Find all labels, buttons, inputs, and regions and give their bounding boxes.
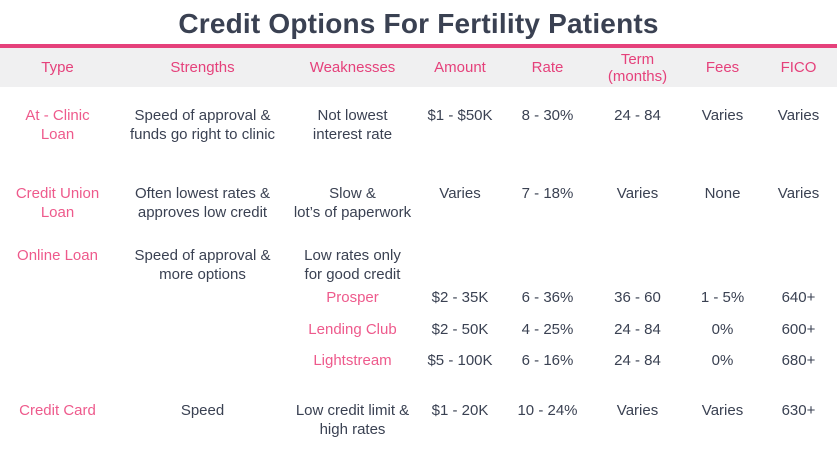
table-row-credit-union-loan: Credit Union Loan Often lowest rates & a… — [0, 184, 837, 222]
type-cell: Credit Union Loan — [15, 185, 100, 221]
amount-cell: $2 - 50K — [431, 321, 489, 338]
rate-cell: 8 - 30% — [521, 107, 574, 124]
strengths-cell: Often lowest rates & approves low credit — [134, 185, 271, 221]
lender-name: Prosper — [326, 289, 379, 306]
rate-cell: 6 - 36% — [521, 289, 574, 306]
strengths-cell: Speed of approval & more options — [134, 247, 271, 283]
column-header-term: Term (months) — [607, 50, 668, 85]
lender-row-prosper: Prosper $2 - 35K 6 - 36% 36 - 60 1 - 5% … — [0, 288, 837, 307]
column-header-type: Type — [41, 59, 74, 76]
fico-cell: Varies — [777, 107, 820, 124]
fico-cell: 680+ — [781, 352, 816, 369]
column-header-amount: Amount — [434, 59, 486, 76]
table-row-credit-card: Credit Card Speed Low credit limit & hig… — [0, 401, 837, 439]
term-cell: Varies — [616, 185, 659, 202]
fico-cell: 640+ — [781, 289, 816, 306]
column-header-fico: FICO — [780, 59, 817, 76]
strengths-cell: Speed — [180, 402, 225, 419]
fico-cell: 600+ — [781, 321, 816, 338]
fees-cell: Varies — [701, 402, 744, 419]
column-header-fees: Fees — [705, 59, 740, 76]
type-cell: At - Clinic Loan — [25, 107, 90, 143]
term-cell: 36 - 60 — [614, 289, 661, 306]
rate-cell: 4 - 25% — [521, 321, 574, 338]
weaknesses-cell: Low credit limit & high rates — [295, 402, 410, 438]
page-title: Credit Options For Fertility Patients — [178, 8, 659, 39]
type-cell: Online Loan — [17, 247, 98, 264]
fees-cell: 0% — [711, 352, 734, 369]
column-header-rate: Rate — [531, 59, 564, 76]
weaknesses-cell: Low rates only for good credit — [304, 247, 401, 283]
term-cell: Varies — [616, 402, 659, 419]
lender-row-lending-club: Lending Club $2 - 50K 4 - 25% 24 - 84 0%… — [0, 320, 837, 339]
amount-cell: $1 - 20K — [431, 402, 489, 419]
fico-cell: Varies — [777, 185, 820, 202]
amount-cell: $5 - 100K — [427, 352, 493, 369]
amount-cell: $2 - 35K — [431, 289, 489, 306]
term-cell: 24 - 84 — [614, 352, 661, 369]
lender-name: Lightstream — [313, 352, 392, 369]
rate-cell: 7 - 18% — [521, 185, 574, 202]
lender-name: Lending Club — [308, 321, 397, 338]
fees-cell: None — [704, 185, 741, 202]
amount-cell: $1 - $50K — [427, 107, 493, 124]
rate-cell: 10 - 24% — [517, 402, 578, 419]
column-header-weaknesses: Weaknesses — [309, 59, 396, 76]
fees-cell: 1 - 5% — [700, 289, 745, 306]
strengths-cell: Speed of approval & funds go right to cl… — [129, 107, 276, 143]
term-cell: 24 - 84 — [614, 107, 661, 124]
fico-cell: 630+ — [781, 402, 816, 419]
amount-cell: Varies — [439, 185, 481, 202]
fees-cell: Varies — [701, 107, 744, 124]
fees-cell: 0% — [711, 321, 734, 338]
lender-row-lightstream: Lightstream $5 - 100K 6 - 16% 24 - 84 0%… — [0, 351, 837, 370]
table-row-at-clinic-loan: At - Clinic Loan Speed of approval & fun… — [0, 106, 837, 144]
rate-cell: 6 - 16% — [521, 352, 574, 369]
title-divider — [0, 44, 837, 48]
column-header-strengths: Strengths — [170, 59, 235, 76]
weaknesses-cell: Not lowest interest rate — [312, 107, 393, 143]
table-header-row: Type Strengths Weaknesses Amount Rate Te… — [0, 48, 837, 87]
weaknesses-cell: Slow & lot’s of paperwork — [293, 185, 412, 221]
type-cell: Credit Card — [19, 402, 96, 419]
term-cell: 24 - 84 — [614, 321, 661, 338]
table-row-online-loan: Online Loan Speed of approval & more opt… — [0, 246, 837, 284]
